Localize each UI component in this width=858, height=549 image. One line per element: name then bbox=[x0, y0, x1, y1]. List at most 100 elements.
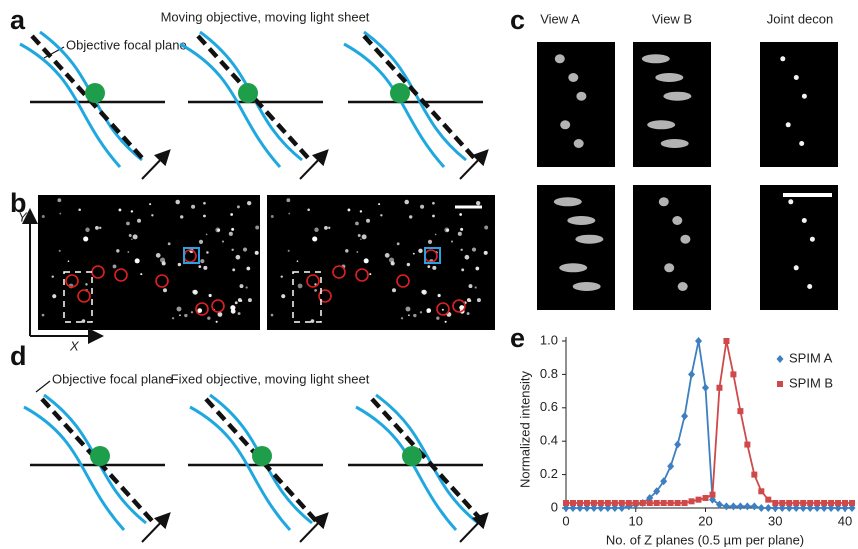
bead-spot bbox=[230, 213, 233, 216]
bead-spot bbox=[432, 214, 435, 218]
bead-spot bbox=[175, 199, 180, 205]
marker bbox=[834, 504, 842, 512]
bead-spot bbox=[391, 288, 396, 293]
marker bbox=[813, 504, 821, 512]
bead-spot bbox=[215, 227, 221, 233]
bead-spot bbox=[437, 293, 441, 298]
spot bbox=[641, 54, 670, 64]
bead-spot bbox=[357, 233, 361, 237]
legend-swatch bbox=[777, 381, 783, 387]
marker bbox=[785, 504, 793, 512]
bead-spot bbox=[296, 260, 299, 262]
marker bbox=[576, 504, 584, 512]
bead bbox=[402, 446, 422, 466]
marker bbox=[744, 441, 751, 448]
spot bbox=[680, 234, 691, 244]
bead-spot bbox=[420, 204, 425, 209]
focal-plane bbox=[204, 397, 320, 525]
marker bbox=[688, 498, 695, 505]
bead-spot bbox=[206, 251, 209, 254]
marker bbox=[646, 499, 653, 506]
spot bbox=[788, 199, 794, 205]
image bbox=[38, 195, 260, 330]
bead-spot bbox=[366, 218, 371, 223]
bead-spot bbox=[475, 266, 480, 271]
image bbox=[267, 195, 495, 330]
marker bbox=[590, 504, 598, 512]
marker bbox=[835, 499, 842, 506]
bead bbox=[390, 83, 410, 103]
bead-spot bbox=[230, 305, 236, 311]
bead-spot bbox=[155, 253, 161, 258]
direction-arrow bbox=[141, 512, 171, 543]
bead-spot bbox=[378, 203, 381, 206]
marker bbox=[820, 504, 828, 512]
spot bbox=[660, 139, 689, 148]
marker bbox=[848, 504, 856, 512]
axis-label: Y bbox=[18, 209, 28, 224]
direction-arrow bbox=[299, 512, 329, 543]
marker bbox=[792, 504, 800, 512]
marker bbox=[625, 499, 632, 506]
marker bbox=[639, 499, 646, 506]
diagrams bbox=[19, 30, 489, 543]
marker bbox=[849, 499, 855, 506]
spot bbox=[663, 91, 692, 101]
bead-spot bbox=[236, 205, 240, 209]
marker bbox=[674, 499, 681, 506]
light-sheet bbox=[375, 393, 479, 525]
bead-spot bbox=[116, 249, 120, 253]
light-sheet-diagram bbox=[19, 30, 171, 180]
bead-spot bbox=[83, 236, 89, 242]
bead-spot bbox=[95, 225, 99, 230]
bead-spot bbox=[245, 286, 248, 289]
bead-spot bbox=[132, 234, 138, 240]
marker bbox=[821, 499, 828, 506]
bead-spot bbox=[237, 298, 242, 302]
spot bbox=[799, 141, 805, 146]
bead-spot bbox=[231, 227, 235, 231]
marker bbox=[695, 496, 702, 503]
bead-spot bbox=[427, 239, 433, 244]
bead-spot bbox=[464, 254, 470, 260]
marker-circle bbox=[155, 274, 169, 288]
image bbox=[633, 185, 711, 310]
bead-spot bbox=[466, 298, 471, 302]
spot bbox=[572, 282, 601, 291]
spot bbox=[559, 263, 588, 273]
bead-spot bbox=[190, 311, 194, 314]
bead-spot bbox=[118, 208, 122, 212]
bead-spot bbox=[459, 305, 465, 311]
bead-spot bbox=[310, 319, 315, 323]
marker-square bbox=[183, 247, 200, 264]
bead-spot bbox=[413, 313, 417, 318]
bead-spot bbox=[167, 242, 171, 246]
marker bbox=[842, 499, 849, 506]
bead-spot bbox=[436, 316, 440, 320]
bead-spot bbox=[198, 239, 204, 244]
bead-spot bbox=[363, 258, 369, 264]
series-line bbox=[566, 340, 852, 509]
bead-spot bbox=[171, 317, 175, 320]
bead-spot bbox=[242, 247, 248, 252]
bead-spot bbox=[207, 316, 211, 320]
marker bbox=[772, 499, 779, 506]
bead-spot bbox=[126, 221, 130, 226]
marker bbox=[737, 408, 744, 415]
marker bbox=[660, 499, 667, 506]
marker-circle bbox=[306, 274, 320, 288]
bead-spot bbox=[474, 286, 477, 289]
marker bbox=[757, 504, 765, 512]
spot bbox=[568, 73, 579, 82]
marker bbox=[667, 462, 675, 471]
light-sheet-diagram bbox=[179, 30, 329, 180]
bead-spot bbox=[179, 314, 181, 317]
x-tick-label: 20 bbox=[698, 513, 712, 528]
bead bbox=[85, 83, 105, 103]
marker bbox=[583, 504, 591, 512]
bead-spot bbox=[127, 251, 130, 253]
direction-arrow bbox=[459, 512, 489, 543]
light-sheet bbox=[19, 42, 122, 169]
bead-spot bbox=[197, 308, 203, 313]
